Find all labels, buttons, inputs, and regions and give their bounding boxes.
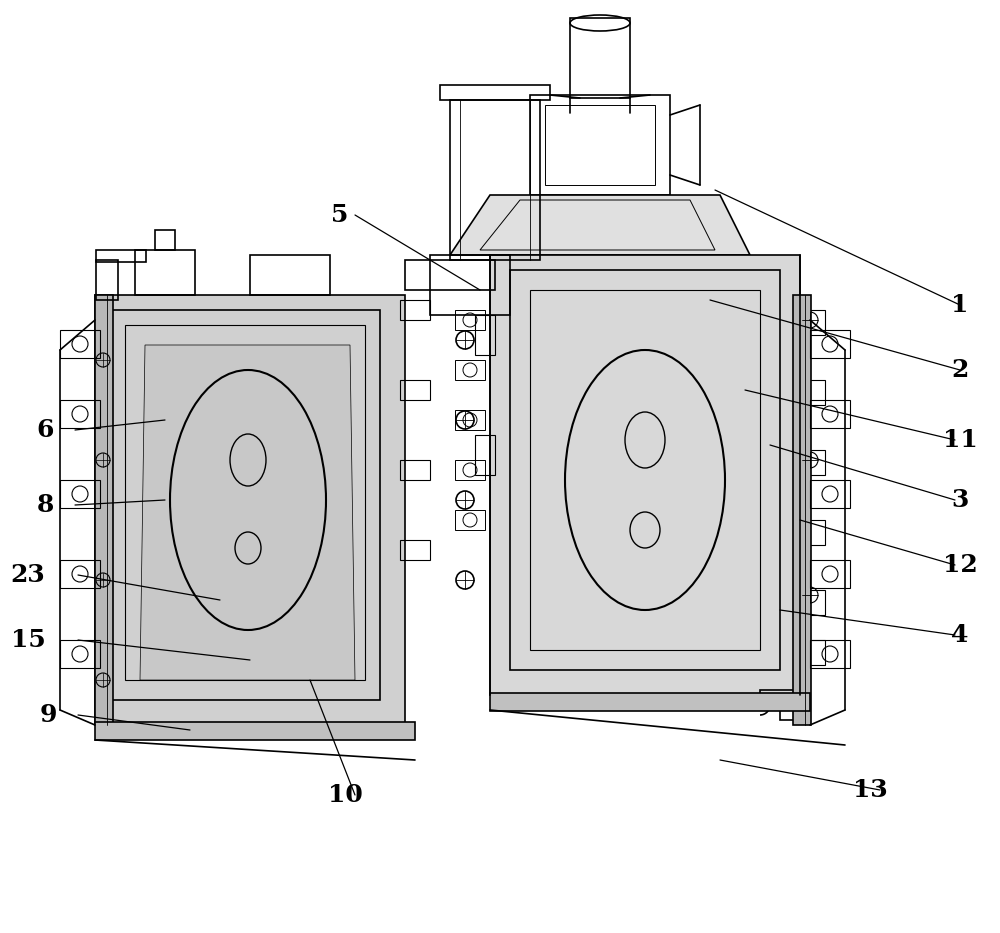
Bar [60,480,100,508]
Bar [400,460,430,480]
Bar [60,560,100,588]
Bar [95,722,415,740]
Text: 13: 13 [853,778,887,802]
Bar [455,310,485,330]
Polygon shape [140,345,355,680]
Bar [60,640,100,668]
Bar [475,315,495,355]
Bar [810,640,850,668]
Polygon shape [450,195,750,255]
Bar [795,640,825,665]
Bar [250,255,330,295]
Bar [795,590,825,615]
Bar [455,360,485,380]
Bar [810,560,850,588]
Bar [490,255,800,695]
Bar [490,693,810,711]
Bar [570,18,630,98]
Text: 15: 15 [11,628,45,652]
Bar [795,380,825,405]
Bar [795,310,825,335]
Bar [455,410,485,430]
Text: 1: 1 [951,293,969,317]
Bar [810,400,850,428]
Text: 3: 3 [951,488,969,512]
Bar [530,95,670,195]
Bar [793,295,811,725]
Bar [475,435,495,475]
Bar [455,510,485,530]
Bar [60,400,100,428]
Bar [96,250,146,262]
Bar [530,290,760,650]
Bar [810,330,850,358]
Bar [455,460,485,480]
Bar [110,310,380,700]
Text: 4: 4 [951,623,969,647]
Text: 11: 11 [943,428,977,452]
Bar [510,270,780,670]
Bar [135,250,195,295]
Text: 12: 12 [943,553,977,577]
Text: 2: 2 [951,358,969,382]
Bar [60,330,100,358]
Bar [430,255,510,315]
Bar [95,295,405,725]
Text: 9: 9 [39,703,57,727]
Bar [795,450,825,475]
Text: 23: 23 [11,563,45,587]
Bar [125,325,365,680]
Text: 6: 6 [36,418,54,442]
Text: 10: 10 [328,783,362,807]
Bar [96,260,118,300]
Bar [400,380,430,400]
Text: 5: 5 [331,203,349,227]
Bar [545,105,655,185]
Bar [400,540,430,560]
Bar [155,230,175,250]
Bar [810,480,850,508]
Bar [95,295,113,725]
Bar [400,300,430,320]
Bar [440,85,550,100]
Bar [795,520,825,545]
Text: 8: 8 [36,493,54,517]
Bar [450,100,540,260]
Bar [405,260,495,290]
